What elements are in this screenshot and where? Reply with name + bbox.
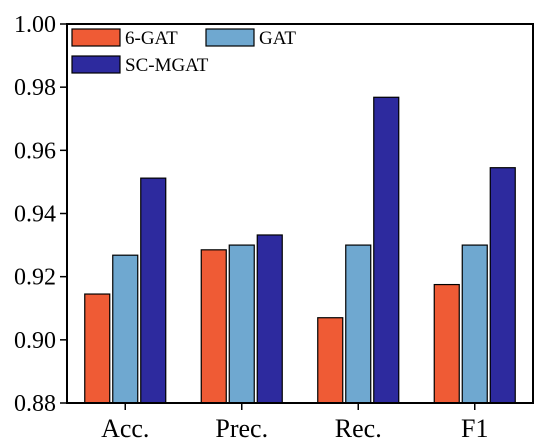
bar-6-gat-prec [200, 249, 227, 404]
plot-frame [66, 23, 534, 404]
bar-gat-f1 [461, 244, 488, 404]
legend-swatch-sc-mgat [71, 55, 121, 74]
x-tick-label: Rec. [335, 414, 382, 443]
legend: 6-GAT GAT SC-MGAT [71, 28, 296, 76]
bars-group [84, 96, 516, 404]
y-axis-ticks: 0.88 0.90 0.92 0.94 0.96 0.98 1.00 [14, 12, 67, 417]
y-tick-label: 0.92 [14, 265, 56, 291]
x-tick-label: F1 [461, 414, 488, 443]
legend-label-sc-mgat: SC-MGAT [125, 55, 209, 76]
x-tick-label: Prec. [215, 414, 268, 443]
bar-sc-mgat-f1 [489, 167, 516, 404]
bar-sc-mgat-rec [373, 96, 400, 404]
bar-6-gat-rec [317, 317, 344, 404]
bar-6-gat-f1 [433, 283, 460, 404]
x-axis-ticks: Acc. Prec. Rec. F1 [101, 403, 488, 443]
bar-sc-mgat-prec [256, 234, 283, 404]
y-tick-label: 0.88 [14, 391, 56, 417]
bar-6-gat-acc [84, 293, 111, 404]
x-tick-label: Acc. [101, 414, 149, 443]
y-tick-label: 0.94 [14, 202, 56, 228]
y-tick-label: 0.98 [14, 75, 56, 101]
y-tick-label: 0.90 [14, 328, 56, 354]
legend-label-6-gat: 6-GAT [125, 28, 178, 49]
legend-swatch-gat [205, 28, 255, 47]
y-tick-label: 1.00 [14, 12, 56, 38]
bar-gat-rec [345, 244, 372, 404]
y-tick-label: 0.96 [14, 138, 56, 164]
legend-label-gat: GAT [259, 28, 296, 49]
bar-gat-prec [228, 244, 255, 404]
bar-sc-mgat-acc [140, 177, 167, 404]
legend-swatch-6-gat [71, 28, 121, 47]
bar-gat-acc [112, 254, 139, 404]
